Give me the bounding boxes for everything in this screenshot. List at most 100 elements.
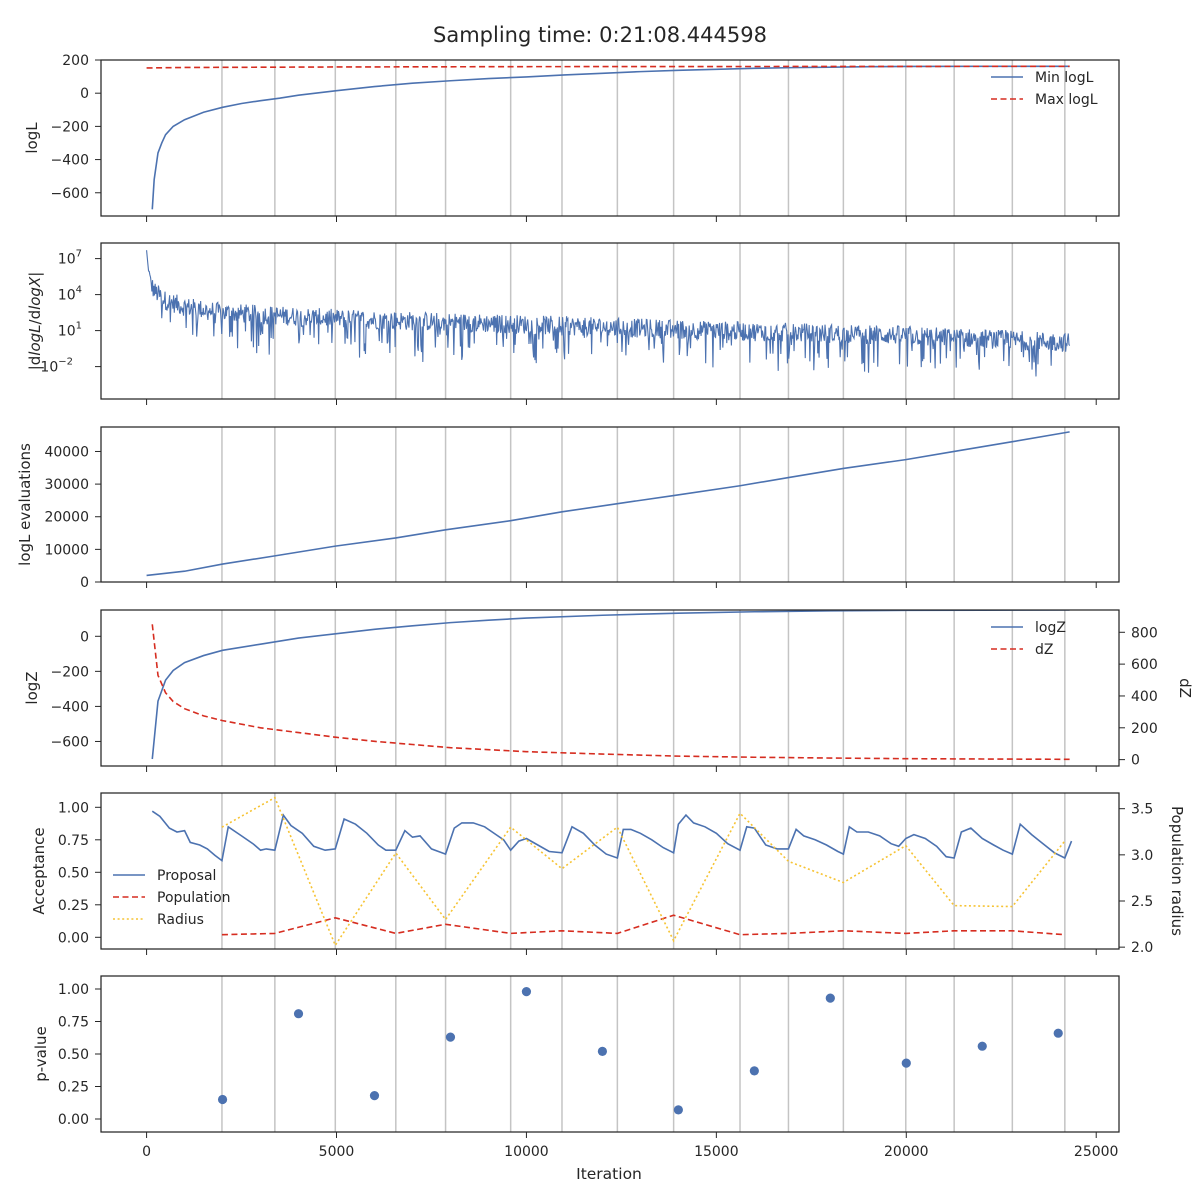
plot-frame bbox=[100, 426, 1120, 583]
x-tick-label: 20000 bbox=[884, 1144, 929, 1160]
series-line bbox=[146, 250, 1071, 377]
data-point bbox=[977, 1041, 987, 1051]
y-tick-label: −600 bbox=[51, 186, 89, 202]
panel-acceptance: 1.00 0.75 0.50 0.25 0.00 2.0 2.5 3.0 3.5 Acceptan… bbox=[30, 792, 1186, 956]
y-right-tick-label: 800 bbox=[1131, 625, 1158, 641]
x-axis-label: Iteration bbox=[576, 1165, 642, 1183]
insertion-lines bbox=[221, 976, 1066, 1132]
series-line-proposal bbox=[151, 810, 1073, 863]
y-axis-label: logL bbox=[23, 122, 41, 154]
plot-frame bbox=[100, 975, 1120, 1133]
y-axis-right-label: dZ bbox=[1176, 678, 1194, 698]
x-tick-label: 15000 bbox=[694, 1144, 739, 1160]
data-point bbox=[445, 1032, 456, 1042]
y-tick-label: 0.00 bbox=[58, 930, 89, 946]
y-tick-label: −400 bbox=[51, 699, 89, 715]
data-point bbox=[901, 1058, 911, 1068]
series-line-radius bbox=[221, 796, 1066, 948]
y-tick-label: 0.50 bbox=[58, 1047, 89, 1063]
y-axis-label: logZ bbox=[23, 671, 41, 704]
y-tick-label: 30000 bbox=[44, 477, 89, 493]
legend-label-min-logl: Min logL bbox=[1035, 70, 1094, 86]
plot-frame bbox=[100, 59, 1120, 217]
panel-pvalue: 0 5000 10000 15000 20000 25000 1.00 0.75 0.50 0.2… bbox=[32, 975, 1120, 1160]
y-axis-label: |dlogL/dlogX| bbox=[26, 272, 44, 371]
y-tick-label: 10−2 bbox=[40, 357, 73, 376]
data-point bbox=[521, 987, 532, 997]
legend-label-dz: dZ bbox=[1035, 642, 1053, 658]
x-tick-label: 10000 bbox=[504, 1144, 549, 1160]
y-tick-label: 1.00 bbox=[58, 800, 89, 816]
y-tick-label: 0.75 bbox=[58, 1015, 89, 1031]
x-tick-label: 25000 bbox=[1074, 1144, 1119, 1160]
data-point bbox=[369, 1091, 380, 1101]
x-tick-label: 0 bbox=[142, 1144, 151, 1160]
y-tick-label: −200 bbox=[51, 664, 89, 680]
series-line-min-logl bbox=[151, 65, 1070, 210]
insertion-lines bbox=[221, 793, 1066, 949]
panel-logl: 200 0 −200 −400 −600 logL Min logL Max logL bbox=[23, 53, 1120, 222]
y-tick-label: 104 bbox=[58, 285, 82, 304]
legend-label-max-logl: Max logL bbox=[1035, 92, 1098, 108]
y-tick-exponent: −2 bbox=[58, 357, 73, 368]
data-point bbox=[293, 1009, 304, 1019]
plot-frame bbox=[100, 792, 1120, 950]
y-tick-label: 0.50 bbox=[58, 865, 89, 881]
y-tick-label: 0 bbox=[80, 86, 89, 102]
figure-title: Sampling time: 0:21:08.444598 bbox=[433, 23, 767, 47]
y-tick-label: 1.00 bbox=[58, 982, 89, 998]
y-tick-label: 0.25 bbox=[58, 898, 89, 914]
plot-frame bbox=[100, 609, 1120, 767]
data-point bbox=[1053, 1028, 1063, 1038]
y-axis-label-part: logX bbox=[26, 276, 44, 310]
y-axis-label-part: logL bbox=[26, 324, 44, 355]
panel-nlike: 0 10000 20000 30000 40000 logL evaluations bbox=[16, 426, 1120, 591]
panel-dlogl: 107 104 101 10−2|dlogL/dlogX| bbox=[26, 242, 1120, 405]
data-point bbox=[825, 993, 835, 1003]
y-axis-label: logL evaluations bbox=[16, 443, 34, 566]
y-tick-label: −400 bbox=[51, 153, 89, 169]
y-tick-label: 101 bbox=[58, 321, 82, 340]
data-point bbox=[597, 1046, 608, 1056]
data-point bbox=[217, 1094, 228, 1105]
y-tick-label: 0.25 bbox=[58, 1080, 89, 1096]
y-right-tick-label: 3.0 bbox=[1131, 848, 1153, 864]
y-tick-label: 0 bbox=[80, 575, 89, 591]
legend: Min logL Max logL bbox=[991, 70, 1098, 108]
y-axis-label: Acceptance bbox=[30, 827, 48, 914]
y-right-tick-label: 2.0 bbox=[1131, 940, 1153, 956]
series-group bbox=[217, 987, 1063, 1115]
series-line-population bbox=[221, 914, 1065, 936]
series-group bbox=[151, 610, 1070, 761]
y-tick-label: 0.00 bbox=[58, 1112, 89, 1128]
panel-logz: 0 −200 −400 −600 0 200 400 600 800 logZ dZ logZ dZ bbox=[23, 609, 1194, 772]
series-group bbox=[146, 250, 1071, 377]
y-tick-exponent: 4 bbox=[76, 285, 82, 296]
insertion-lines bbox=[221, 60, 1066, 216]
legend: Proposal Population Radius bbox=[113, 868, 231, 928]
y-axis-right-label: Population radius bbox=[1168, 806, 1186, 936]
legend-label-logz: logZ bbox=[1035, 620, 1066, 636]
series-line bbox=[146, 431, 1070, 577]
series-group bbox=[146, 431, 1070, 577]
y-tick-label: −600 bbox=[51, 734, 89, 750]
y-tick-exponent: 1 bbox=[76, 321, 82, 332]
y-tick-label: 0.75 bbox=[58, 833, 89, 849]
data-point bbox=[673, 1105, 683, 1115]
y-tick-label: 0 bbox=[80, 629, 89, 645]
insertion-lines bbox=[221, 427, 1066, 582]
y-tick-exponent: 7 bbox=[76, 249, 82, 260]
y-tick-label: 107 bbox=[58, 249, 82, 268]
y-tick-label: 200 bbox=[62, 53, 89, 69]
y-right-tick-label: 200 bbox=[1131, 721, 1158, 737]
data-point bbox=[749, 1066, 759, 1076]
y-tick-label: 20000 bbox=[44, 510, 89, 526]
series-line-dz bbox=[151, 624, 1070, 761]
y-axis-label: p-value bbox=[32, 1026, 50, 1082]
series-group bbox=[146, 65, 1070, 210]
series-line-logz bbox=[151, 610, 1070, 760]
legend: logZ dZ bbox=[991, 620, 1066, 658]
legend-label-population: Population bbox=[157, 890, 231, 906]
